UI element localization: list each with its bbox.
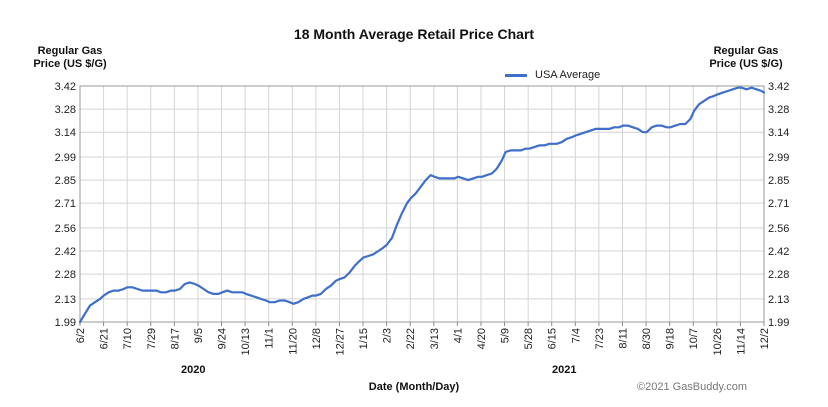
y-tick-label-left: 1.99	[55, 317, 76, 329]
chart-title: 18 Month Average Retail Price Chart	[293, 26, 535, 42]
x-tick-label: 6/15	[547, 328, 559, 349]
x-tick-label: 10/13	[240, 328, 252, 356]
y-axis-title-left-line2: Price (US $/G)	[33, 58, 107, 70]
x-tick-label: 9/18	[665, 328, 677, 349]
x-tick-label: 9/5	[193, 328, 205, 343]
x-tick-label: 12/2	[759, 328, 771, 349]
x-tick-label: 11/1	[264, 328, 276, 349]
y-tick-label-right: 2.85	[768, 175, 789, 187]
copyright-text: ©2021 GasBuddy.com	[637, 381, 748, 393]
x-tick-label: 10/26	[712, 328, 724, 356]
x-tick-label: 2/3	[382, 328, 394, 343]
x-tick-label: 2/22	[405, 328, 417, 349]
x-tick-label: 7/4	[570, 328, 582, 343]
y-tick-label-right: 3.42	[768, 81, 789, 93]
y-tick-label-right: 2.56	[768, 223, 789, 235]
y-tick-label-left: 2.85	[55, 175, 76, 187]
x-tick-label: 12/27	[334, 328, 346, 356]
x-tick-label: 6/21	[99, 328, 111, 349]
x-tick-label: 7/23	[594, 328, 606, 349]
x-axis-title: Date (Month/Day)	[368, 381, 460, 393]
x-tick-label: 5/28	[523, 328, 535, 349]
y-tick-label-right: 2.99	[768, 152, 789, 164]
y-tick-label-left: 3.14	[55, 127, 76, 139]
x-tick-label: 9/24	[217, 328, 229, 349]
y-tick-label-left: 3.28	[55, 104, 76, 116]
y-tick-label-left: 2.56	[55, 223, 76, 235]
y-tick-label-right: 2.42	[768, 246, 789, 258]
x-tick-label: 11/20	[287, 328, 299, 355]
y-tick-label-left: 2.13	[55, 294, 76, 306]
y-axis-title-right: Regular Gas Price (US $/G)	[696, 45, 796, 71]
y-tick-label-right: 1.99	[768, 317, 789, 329]
x-tick-label: 7/29	[146, 328, 158, 349]
x-tick-label: 8/30	[641, 328, 653, 349]
x-tick-label: 7/10	[122, 328, 134, 349]
year-label-2020: 2020	[181, 364, 206, 376]
y-axis-title-left: Regular Gas Price (US $/G)	[20, 45, 120, 71]
y-tick-label-right: 3.14	[768, 127, 789, 139]
series-line-usa-average	[78, 86, 766, 324]
x-tick-label: 8/11	[617, 328, 629, 349]
y-tick-label-right: 2.13	[768, 294, 789, 306]
x-tick-label: 3/13	[429, 328, 441, 349]
legend: USA Average	[505, 69, 600, 81]
y-tick-label-left: 2.42	[55, 246, 76, 258]
x-tick-label: 10/7	[688, 328, 700, 349]
year-label-2021: 2021	[552, 364, 577, 376]
y-axis-title-right-line2: Price (US $/G)	[709, 58, 783, 70]
x-tick-label: 1/15	[358, 328, 370, 349]
x-tick-label: 11/14	[735, 328, 747, 355]
y-tick-label-right: 3.28	[768, 104, 789, 116]
y-tick-label-left: 2.71	[55, 198, 76, 210]
y-tick-label-left: 2.99	[55, 152, 76, 164]
x-tick-label: 12/8	[311, 328, 323, 349]
legend-swatch	[505, 73, 527, 77]
y-axis-title-right-line1: Regular Gas	[713, 45, 779, 57]
x-tick-label: 6/2	[75, 328, 87, 343]
y-tick-label-right: 2.71	[768, 198, 789, 210]
x-tick-label: 8/17	[169, 328, 181, 349]
legend-label: USA Average	[535, 69, 601, 81]
x-tick-label: 4/1	[452, 328, 464, 343]
x-tick-label: 4/20	[476, 328, 488, 349]
y-axis-title-left-line1: Regular Gas	[37, 45, 103, 57]
y-tick-label-left: 2.28	[55, 269, 76, 281]
plot-border	[79, 85, 765, 323]
x-tick-label: 5/9	[500, 328, 512, 343]
y-tick-label-left: 3.42	[55, 81, 76, 93]
y-tick-label-right: 2.28	[768, 269, 789, 281]
